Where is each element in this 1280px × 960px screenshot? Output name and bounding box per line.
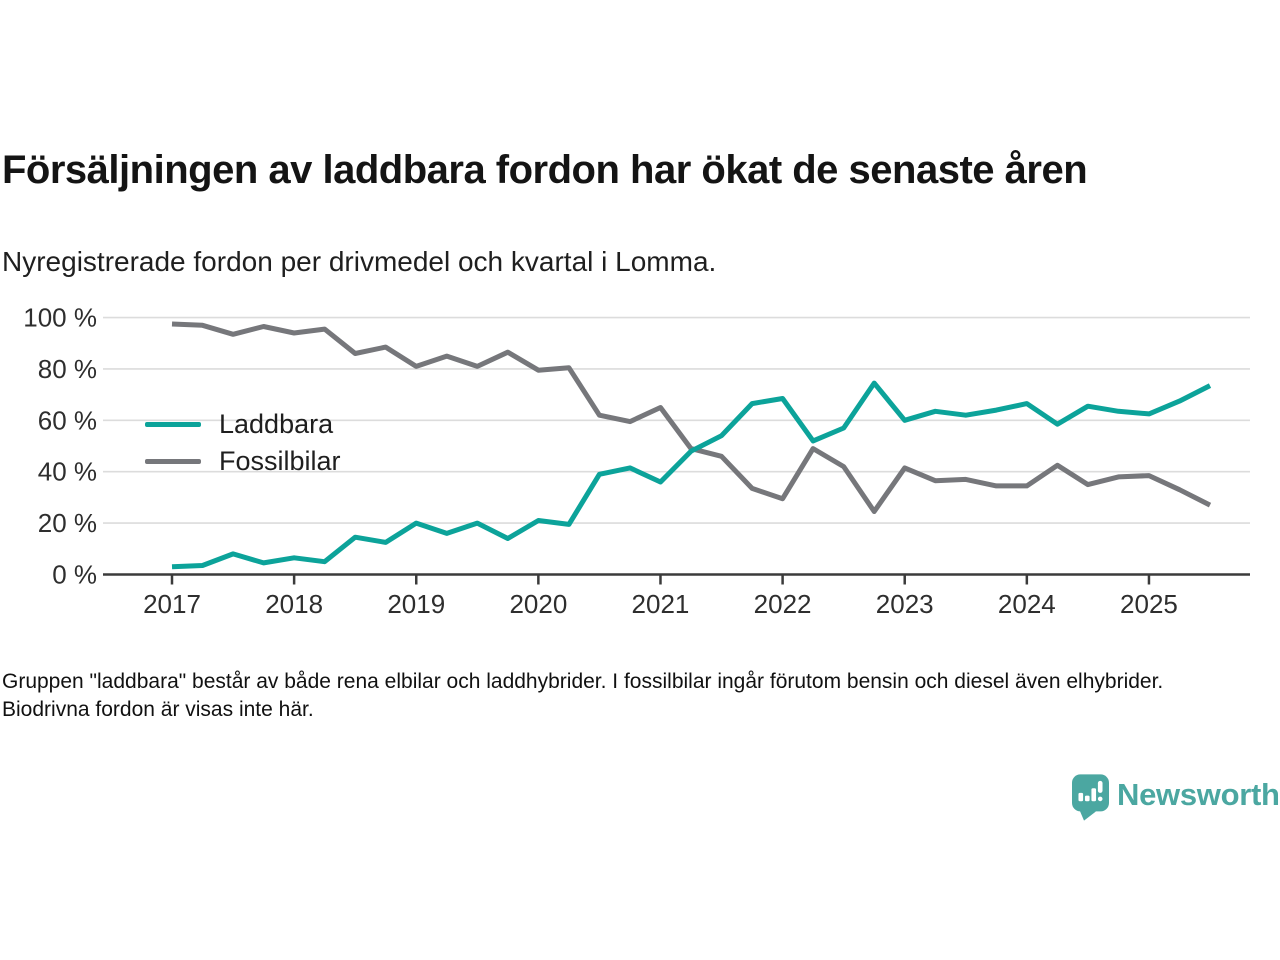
laddbara-line-swatch-icon	[145, 422, 201, 427]
legend-label: Fossilbilar	[219, 446, 341, 476]
x-axis-label: 2023	[876, 589, 934, 619]
newsworthy-wordmark: Newsworthy	[1117, 777, 1280, 812]
legend-item-fossilbilar: Fossilbilar	[145, 443, 341, 480]
x-axis-label: 2017	[143, 589, 201, 619]
fossilbilar-line-swatch-icon	[145, 459, 201, 464]
legend-item-laddbara: Laddbara	[145, 406, 341, 443]
x-axis-label: 2021	[632, 589, 690, 619]
y-axis-label: 100 %	[23, 303, 97, 333]
x-axis-label: 2025	[1120, 589, 1178, 619]
x-axis-label: 2018	[265, 589, 323, 619]
newsworthy-logo-icon	[1072, 774, 1109, 821]
y-axis-label: 20 %	[38, 508, 97, 538]
y-axis-label: 80 %	[38, 354, 97, 384]
series-line-laddbara	[171, 380, 1212, 570]
x-axis-label: 2024	[998, 589, 1056, 619]
x-axis-label: 2022	[754, 589, 812, 619]
line-chart: 0 % 20 % 40 % 60 % 80 % 100 % 2017 2018 2019 2020…	[23, 303, 1250, 619]
y-axis-label: 40 %	[38, 457, 97, 487]
chart-title: Försäljningen av laddbara fordon har öka…	[2, 148, 1088, 192]
y-axis-label: 60 %	[38, 405, 97, 435]
y-axis-label: 0 %	[52, 560, 97, 590]
x-axis-label: 2020	[509, 589, 567, 619]
x-axis-label: 2019	[387, 589, 445, 619]
legend-label: Laddbara	[219, 409, 334, 439]
footnote: Gruppen "laddbara" består av både rena e…	[2, 670, 1164, 721]
newsworthy-branding: Newsworthy	[1072, 774, 1280, 821]
chart-subtitle: Nyregistrerade fordon per drivmedel och …	[2, 246, 717, 277]
legend: Laddbara Fossilbilar	[145, 406, 341, 480]
